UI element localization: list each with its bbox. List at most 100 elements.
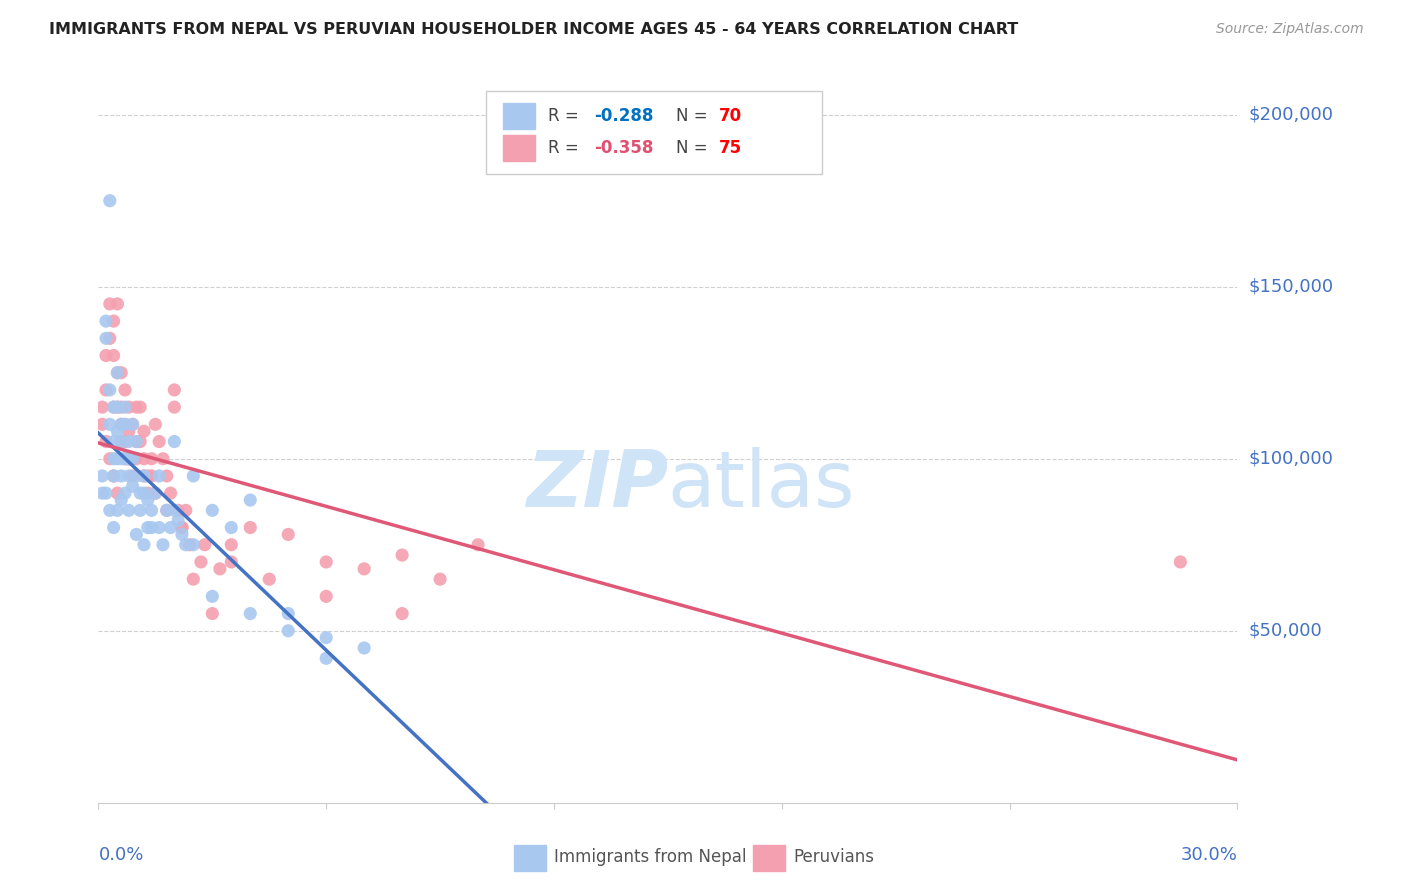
Point	[467, 538, 489, 552]
Point	[132, 538, 155, 552]
Point	[277, 607, 299, 621]
Point	[148, 434, 170, 449]
Text: atlas: atlas	[668, 447, 855, 523]
Point	[201, 607, 224, 621]
Point	[190, 555, 212, 569]
Point	[103, 314, 125, 328]
Point	[183, 469, 205, 483]
Point	[110, 417, 132, 432]
Point	[167, 503, 190, 517]
Point	[118, 469, 141, 483]
Bar	[754, 846, 785, 871]
Point	[129, 400, 152, 414]
Point	[353, 562, 375, 576]
Point	[132, 486, 155, 500]
Point	[114, 451, 136, 466]
Point	[125, 434, 148, 449]
Text: $50,000: $50,000	[1249, 622, 1322, 640]
Point	[118, 424, 141, 438]
Point	[136, 520, 159, 534]
Point	[94, 434, 117, 449]
Point	[136, 486, 159, 500]
Point	[156, 503, 179, 517]
Point	[103, 451, 125, 466]
Point	[170, 520, 193, 534]
Point	[94, 383, 117, 397]
Point	[114, 451, 136, 466]
Point	[91, 469, 114, 483]
Point	[156, 503, 179, 517]
Point	[107, 297, 129, 311]
Point	[110, 469, 132, 483]
Point	[125, 469, 148, 483]
Point	[121, 479, 143, 493]
Point	[1170, 555, 1192, 569]
Text: R =: R =	[548, 139, 585, 157]
Point	[114, 417, 136, 432]
Text: -0.288: -0.288	[593, 107, 654, 126]
Point	[125, 451, 148, 466]
Text: 70: 70	[718, 107, 742, 126]
Point	[353, 640, 375, 655]
Point	[118, 400, 141, 414]
Text: Peruvians: Peruvians	[793, 848, 875, 866]
Point	[174, 538, 197, 552]
Point	[132, 469, 155, 483]
Point	[129, 503, 152, 517]
Bar	[503, 136, 534, 161]
Point	[91, 400, 114, 414]
Text: 0.0%: 0.0%	[98, 847, 143, 864]
Point	[110, 366, 132, 380]
Point	[121, 469, 143, 483]
Point	[170, 520, 193, 534]
Point	[239, 520, 262, 534]
Point	[94, 331, 117, 345]
Point	[91, 417, 114, 432]
Point	[103, 469, 125, 483]
Point	[163, 434, 186, 449]
Point	[94, 314, 117, 328]
Point	[136, 493, 159, 508]
Point	[315, 555, 337, 569]
Point	[110, 400, 132, 414]
Point	[98, 297, 121, 311]
Point	[94, 486, 117, 500]
Point	[145, 486, 167, 500]
Text: Immigrants from Nepal: Immigrants from Nepal	[554, 848, 747, 866]
Point	[132, 451, 155, 466]
Text: 30.0%: 30.0%	[1181, 847, 1237, 864]
Point	[110, 434, 132, 449]
Point	[125, 527, 148, 541]
Point	[110, 417, 132, 432]
Point	[183, 538, 205, 552]
Point	[277, 624, 299, 638]
Point	[91, 486, 114, 500]
Point	[141, 451, 163, 466]
Point	[118, 451, 141, 466]
Point	[179, 538, 201, 552]
Point	[159, 486, 181, 500]
Point	[114, 434, 136, 449]
Point	[152, 538, 174, 552]
Point	[118, 434, 141, 449]
Point	[98, 503, 121, 517]
Point	[201, 590, 224, 604]
Point	[141, 503, 163, 517]
Point	[148, 469, 170, 483]
Point	[174, 503, 197, 517]
Point	[107, 400, 129, 414]
Point	[125, 400, 148, 414]
Point	[121, 451, 143, 466]
Point	[391, 607, 413, 621]
Point	[315, 631, 337, 645]
Point	[107, 486, 129, 500]
Point	[159, 520, 181, 534]
Text: $150,000: $150,000	[1249, 277, 1333, 296]
Point	[221, 538, 243, 552]
Point	[107, 503, 129, 517]
Point	[239, 607, 262, 621]
Point	[103, 469, 125, 483]
Point	[239, 493, 262, 508]
Point	[145, 417, 167, 432]
Point	[315, 651, 337, 665]
